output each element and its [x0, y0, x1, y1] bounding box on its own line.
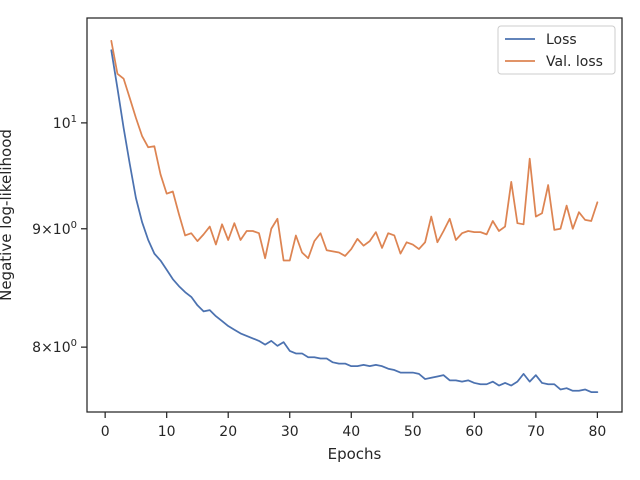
- x-tick-label-4: 40: [342, 424, 360, 440]
- y-axis-label: Negative log-likelihood: [0, 129, 15, 301]
- plot-area: [87, 18, 622, 412]
- series-layer: [110, 40, 599, 393]
- x-tick-label-7: 70: [527, 424, 545, 440]
- x-tick-label-1: 10: [158, 424, 176, 440]
- x-tick-label-0: 0: [101, 424, 110, 440]
- y-tick-label-0: 8×100: [32, 338, 77, 356]
- legend-label-val-loss: Val. loss: [546, 54, 603, 70]
- x-tick-label-8: 80: [588, 424, 606, 440]
- legend-label-loss: Loss: [546, 32, 577, 48]
- x-tick-label-5: 50: [404, 424, 422, 440]
- x-tick-label-2: 20: [219, 424, 237, 440]
- plot-frame: [86, 17, 623, 413]
- legend-box: [497, 25, 616, 75]
- legend: Loss Val. loss: [497, 25, 616, 75]
- series-line-1: [110, 40, 599, 262]
- y-tick-label-1: 9×100: [32, 220, 77, 238]
- x-tick-label-3: 30: [281, 424, 299, 440]
- series-line-0: [110, 49, 599, 393]
- x-tick-label-6: 60: [465, 424, 483, 440]
- x-axis-label: Epochs: [328, 445, 382, 463]
- x-axis: 0 10 20 30 40 50 60 70 80: [101, 412, 606, 440]
